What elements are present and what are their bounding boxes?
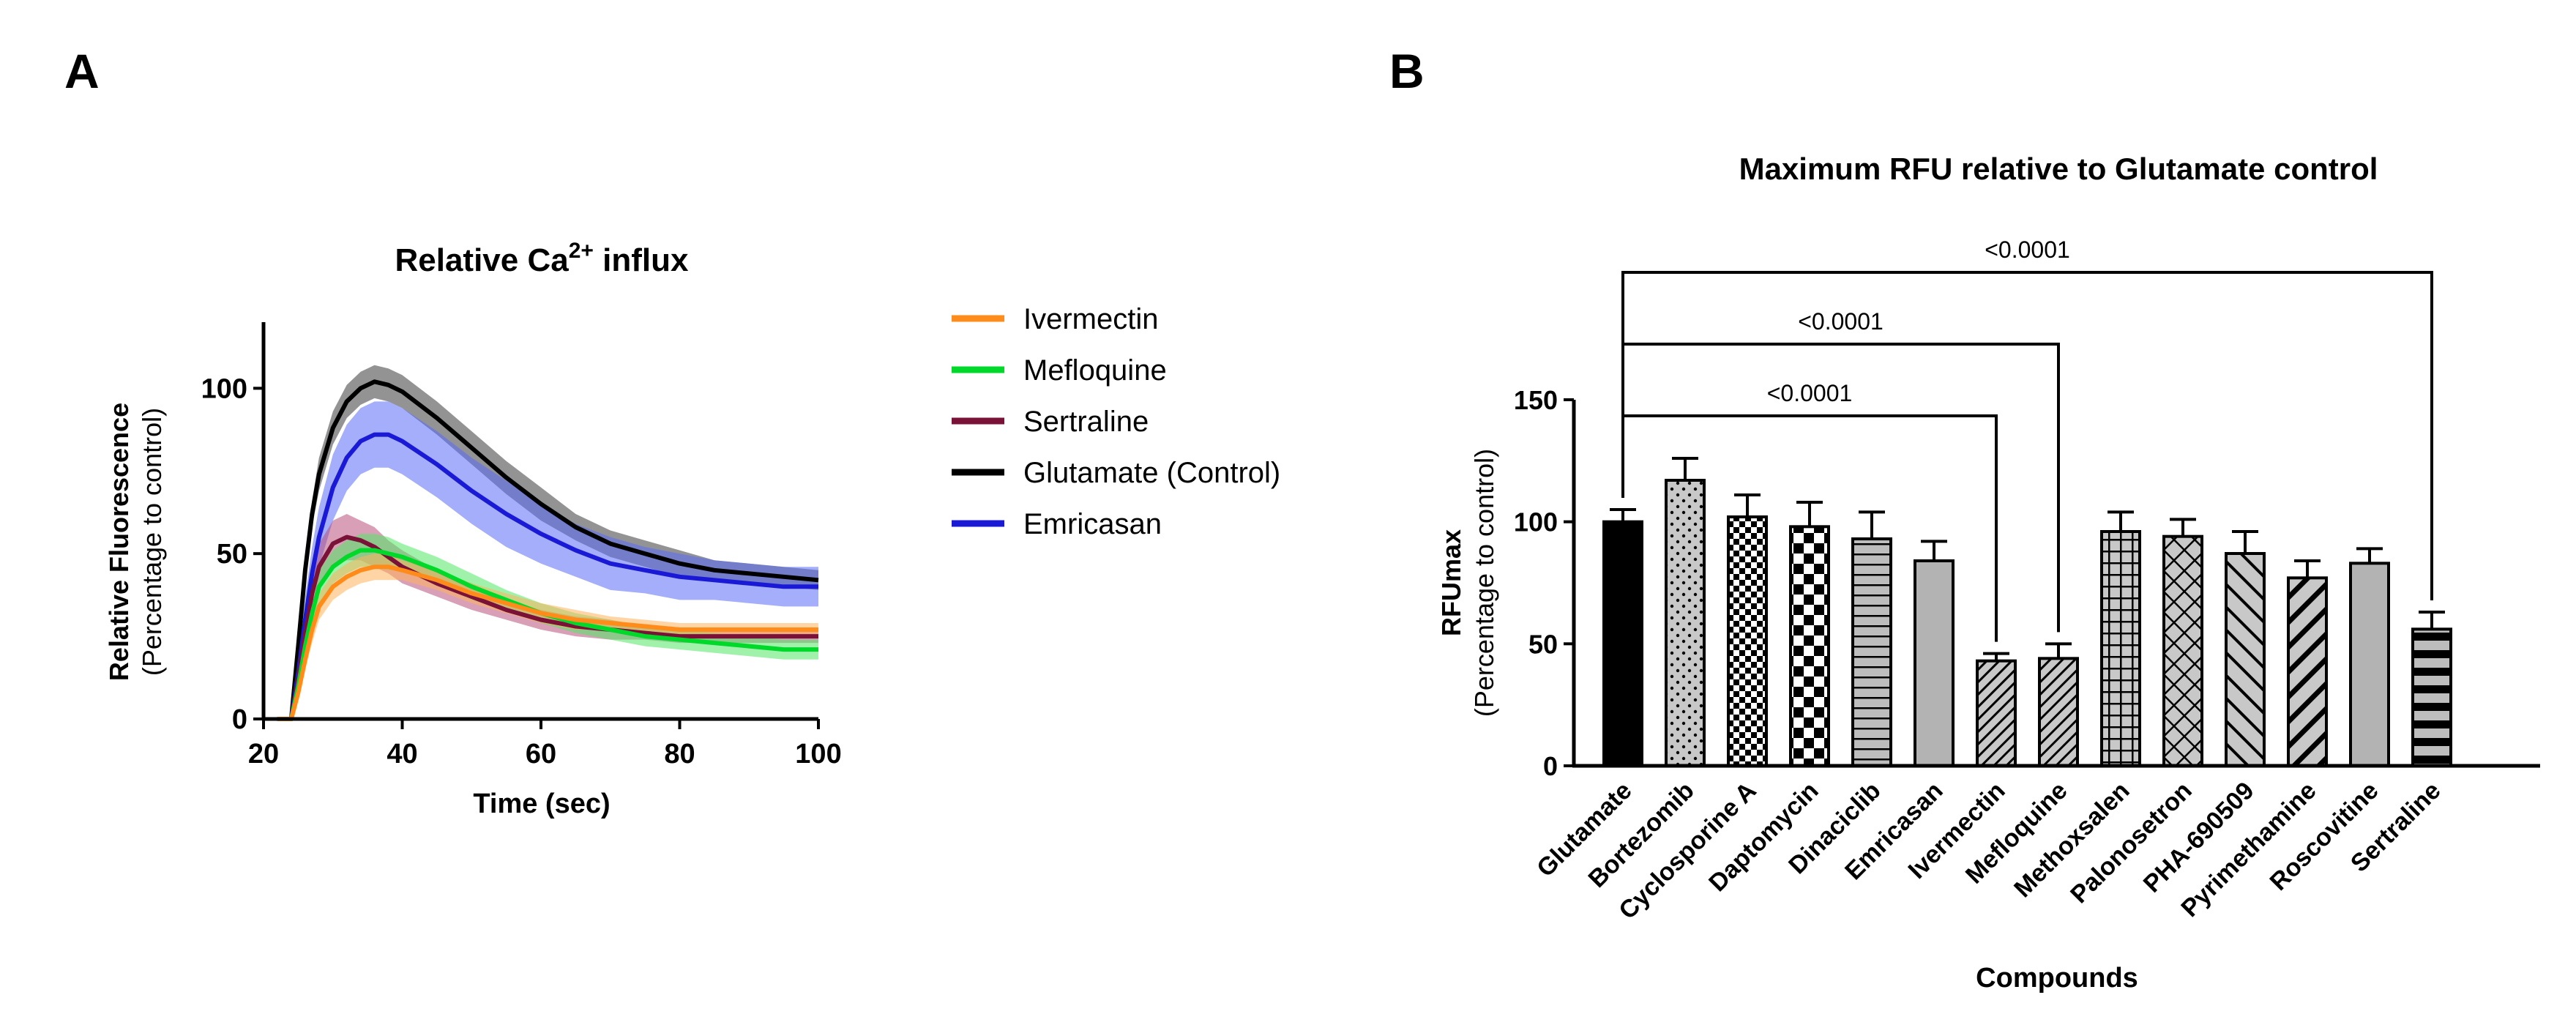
p-value-label: <0.0001 bbox=[1985, 236, 2070, 263]
chart-a-ylabel-sub: (Percentage to control) bbox=[137, 408, 167, 676]
p-value-label: <0.0001 bbox=[1798, 308, 1884, 335]
chart-a-ylabel: Relative Fluorescence bbox=[104, 403, 134, 681]
axis-ticks: 20 40 60 80 100 0 50 100 bbox=[201, 373, 842, 769]
bar-cyclosporine-a bbox=[1727, 515, 1768, 767]
error-band-emricasan bbox=[277, 401, 818, 719]
significance-bracket bbox=[1621, 271, 2433, 600]
y-tick-label: 100 bbox=[201, 373, 247, 404]
legend-label-mefloquine: Mefloquine bbox=[1023, 354, 1167, 387]
series-lines bbox=[277, 379, 819, 721]
legend-label-sertraline: Sertraline bbox=[1023, 406, 1149, 438]
bar-mefloquine bbox=[2038, 657, 2079, 767]
significance-brackets: <0.0001 <0.0001 <0.0001 bbox=[1621, 236, 2433, 642]
panel-label-b: B bbox=[1389, 44, 1425, 98]
chart-b-title: Maximum RFU relative to Glutamate contro… bbox=[1739, 152, 2378, 186]
x-tick-label: 20 bbox=[248, 739, 279, 769]
axis-ticks-b: 0 50 100 150 bbox=[1514, 385, 1574, 781]
chart-b-ylabel-sub: (Percentage to control) bbox=[1469, 449, 1499, 717]
bar-emricasan bbox=[1914, 559, 1955, 767]
x-tick-label: 60 bbox=[526, 739, 556, 769]
series-line-mefloquine bbox=[277, 548, 818, 721]
bar-pha-690509 bbox=[2225, 552, 2266, 767]
bar-sertraline bbox=[2411, 627, 2452, 767]
p-value-label: <0.0001 bbox=[1767, 380, 1853, 406]
y-tick-label: 50 bbox=[217, 539, 247, 570]
chart-b-ylabel: RFUmax bbox=[1436, 529, 1466, 636]
chart-a-xlabel: Time (sec) bbox=[473, 789, 610, 819]
bar-glutamate bbox=[1602, 520, 1643, 768]
bar-palonosetron bbox=[2162, 534, 2203, 768]
legend-label-ivermectin: Ivermectin bbox=[1023, 303, 1159, 335]
y-tick-label: 50 bbox=[1528, 629, 1558, 659]
bar-daptomycin bbox=[1789, 525, 1830, 767]
x-tick-label: 100 bbox=[795, 739, 841, 769]
chart-a-title-sup: 2+ bbox=[569, 239, 594, 263]
chart-b-xlabel: Compounds bbox=[1976, 963, 2138, 994]
line-chart-a: Relative Ca2+ influx 20 40 60 80 100 0 50 100 R… bbox=[104, 239, 1280, 819]
panel-label-a: A bbox=[64, 44, 100, 98]
bar-methoxsalen bbox=[2100, 530, 2141, 767]
bar-chart-b: Maximum RFU relative to Glutamate contro… bbox=[1436, 152, 2540, 994]
y-tick-label: 100 bbox=[1514, 507, 1558, 537]
legend: Ivermectin Mefloquine Sertraline Glutamate … bbox=[952, 303, 1280, 540]
x-tick-label: 80 bbox=[664, 739, 695, 769]
bar-bortezomib bbox=[1665, 479, 1706, 767]
bar-pyrimethamine bbox=[2287, 576, 2328, 767]
bar-dinaciclib bbox=[1851, 537, 1892, 767]
legend-label-glutamate-control: Glutamate (Control) bbox=[1023, 457, 1280, 489]
chart-a-title: Relative Ca2+ influx bbox=[395, 239, 689, 278]
chart-a-title-rest: influx bbox=[594, 242, 689, 278]
series-line-emricasan bbox=[277, 432, 818, 721]
y-tick-label: 0 bbox=[1543, 751, 1558, 781]
y-tick-label: 0 bbox=[232, 704, 247, 735]
bar-roscovitine bbox=[2349, 562, 2390, 767]
series-line-ivermectin bbox=[277, 564, 818, 721]
series-line-glutamate-control bbox=[277, 379, 819, 721]
y-tick-label: 150 bbox=[1514, 385, 1558, 415]
chart-a-title-main: Relative Ca bbox=[395, 242, 569, 278]
x-tick-label: 40 bbox=[387, 739, 417, 769]
bar-ivermectin bbox=[1976, 659, 2017, 768]
legend-label-emricasan: Emricasan bbox=[1023, 508, 1162, 540]
